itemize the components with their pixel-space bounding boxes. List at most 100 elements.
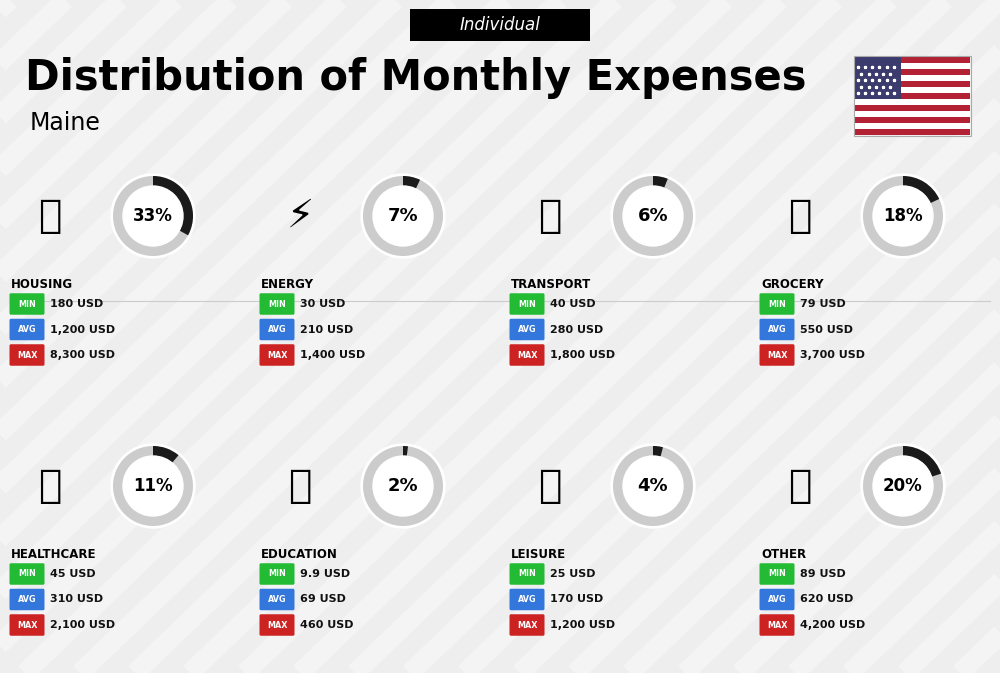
Circle shape	[361, 174, 445, 258]
Text: 💰: 💰	[788, 467, 812, 505]
FancyBboxPatch shape	[760, 614, 794, 636]
FancyBboxPatch shape	[10, 614, 44, 636]
FancyBboxPatch shape	[260, 589, 294, 610]
Text: 310 USD: 310 USD	[50, 594, 103, 604]
Text: 1,800 USD: 1,800 USD	[550, 350, 615, 360]
Text: MAX: MAX	[767, 351, 787, 359]
Text: 89 USD: 89 USD	[800, 569, 846, 579]
FancyBboxPatch shape	[855, 123, 970, 129]
Text: AVG: AVG	[518, 595, 536, 604]
Text: MIN: MIN	[768, 299, 786, 308]
Text: 🎓: 🎓	[288, 467, 312, 505]
FancyBboxPatch shape	[510, 293, 544, 315]
Text: 460 USD: 460 USD	[300, 620, 353, 630]
FancyBboxPatch shape	[855, 69, 970, 75]
Text: Distribution of Monthly Expenses: Distribution of Monthly Expenses	[25, 57, 806, 99]
Text: TRANSPORT: TRANSPORT	[511, 278, 591, 291]
Text: OTHER: OTHER	[761, 548, 806, 561]
Text: AVG: AVG	[518, 325, 536, 334]
Text: 🛒: 🛒	[788, 197, 812, 235]
Circle shape	[373, 186, 433, 246]
Circle shape	[111, 444, 195, 528]
Text: HOUSING: HOUSING	[11, 278, 73, 291]
FancyBboxPatch shape	[855, 87, 970, 93]
Wedge shape	[153, 446, 178, 463]
Text: ENERGY: ENERGY	[261, 278, 314, 291]
Text: 170 USD: 170 USD	[550, 594, 603, 604]
Text: MAX: MAX	[17, 351, 37, 359]
Text: 3,700 USD: 3,700 USD	[800, 350, 865, 360]
Wedge shape	[653, 176, 668, 188]
Text: 280 USD: 280 USD	[550, 324, 603, 334]
Text: MIN: MIN	[768, 569, 786, 579]
FancyBboxPatch shape	[760, 563, 794, 585]
FancyBboxPatch shape	[855, 57, 901, 99]
FancyBboxPatch shape	[855, 81, 970, 87]
Text: 210 USD: 210 USD	[300, 324, 353, 334]
Text: 69 USD: 69 USD	[300, 594, 346, 604]
Text: 🏥: 🏥	[38, 467, 62, 505]
Text: 🛍: 🛍	[538, 467, 562, 505]
FancyBboxPatch shape	[10, 563, 44, 585]
Text: AVG: AVG	[268, 325, 286, 334]
Text: 25 USD: 25 USD	[550, 569, 596, 579]
Circle shape	[373, 456, 433, 516]
Wedge shape	[403, 176, 420, 189]
Wedge shape	[613, 176, 693, 256]
Text: 4,200 USD: 4,200 USD	[800, 620, 865, 630]
FancyBboxPatch shape	[260, 345, 294, 365]
Wedge shape	[113, 176, 193, 256]
Text: 620 USD: 620 USD	[800, 594, 853, 604]
Wedge shape	[363, 446, 443, 526]
FancyBboxPatch shape	[855, 117, 970, 123]
Circle shape	[861, 174, 945, 258]
FancyBboxPatch shape	[10, 319, 44, 341]
Text: Individual: Individual	[460, 16, 540, 34]
Text: MAX: MAX	[17, 621, 37, 629]
Text: AVG: AVG	[18, 595, 36, 604]
FancyBboxPatch shape	[260, 614, 294, 636]
Wedge shape	[363, 176, 443, 256]
FancyBboxPatch shape	[855, 93, 970, 99]
FancyBboxPatch shape	[855, 111, 970, 117]
Circle shape	[623, 456, 683, 516]
Wedge shape	[903, 446, 941, 476]
FancyBboxPatch shape	[855, 99, 970, 105]
Text: MAX: MAX	[517, 621, 537, 629]
Circle shape	[873, 456, 933, 516]
Wedge shape	[613, 446, 693, 526]
FancyBboxPatch shape	[510, 319, 544, 341]
Text: ⚡: ⚡	[286, 197, 314, 235]
Text: AVG: AVG	[768, 325, 786, 334]
Wedge shape	[863, 446, 943, 526]
Circle shape	[873, 186, 933, 246]
Text: AVG: AVG	[268, 595, 286, 604]
Circle shape	[123, 456, 183, 516]
FancyBboxPatch shape	[855, 63, 970, 69]
Wedge shape	[113, 446, 193, 526]
Text: 180 USD: 180 USD	[50, 299, 103, 309]
Text: 🏢: 🏢	[38, 197, 62, 235]
FancyBboxPatch shape	[510, 614, 544, 636]
Wedge shape	[403, 446, 408, 456]
Text: MAX: MAX	[767, 621, 787, 629]
Text: 7%: 7%	[388, 207, 418, 225]
Circle shape	[111, 174, 195, 258]
Text: 4%: 4%	[638, 477, 668, 495]
Text: AVG: AVG	[18, 325, 36, 334]
FancyBboxPatch shape	[510, 345, 544, 365]
FancyBboxPatch shape	[260, 319, 294, 341]
Text: 40 USD: 40 USD	[550, 299, 596, 309]
Text: 1,200 USD: 1,200 USD	[50, 324, 115, 334]
Text: Maine: Maine	[30, 111, 101, 135]
FancyBboxPatch shape	[260, 563, 294, 585]
Text: 30 USD: 30 USD	[300, 299, 345, 309]
Text: LEISURE: LEISURE	[511, 548, 566, 561]
Text: 1,200 USD: 1,200 USD	[550, 620, 615, 630]
Wedge shape	[153, 176, 193, 236]
Text: MIN: MIN	[518, 299, 536, 308]
Text: 🚌: 🚌	[538, 197, 562, 235]
Text: 45 USD: 45 USD	[50, 569, 96, 579]
Wedge shape	[903, 176, 939, 203]
FancyBboxPatch shape	[260, 293, 294, 315]
